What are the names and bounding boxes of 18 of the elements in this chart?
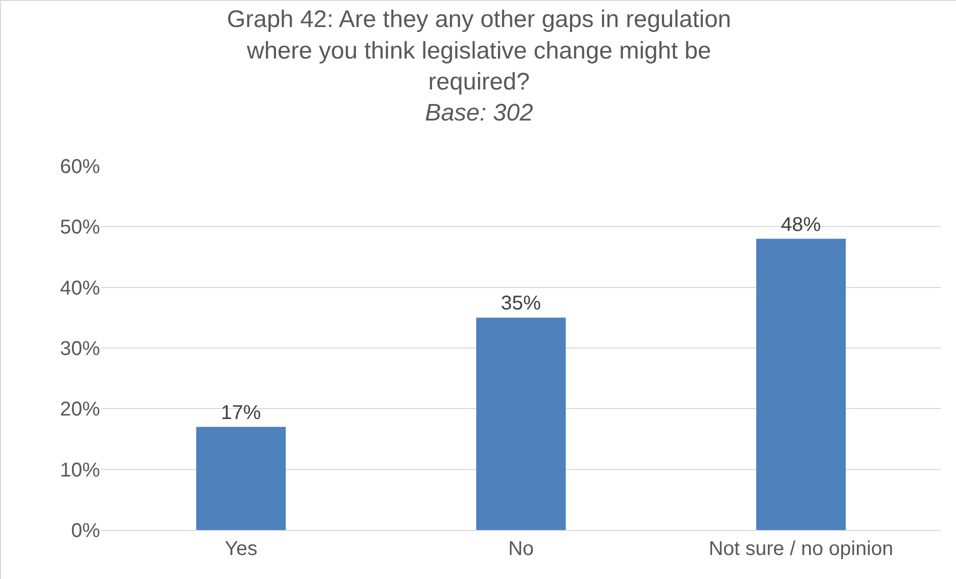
data-label: 17% [220, 402, 262, 424]
x-tick-label: Not sure / no opinion [708, 538, 894, 560]
chart-title: Graph 42: Are they any other gaps in regulation where you think legislative change might be required? [226, 6, 732, 96]
bar [476, 318, 566, 530]
x-tick-label: Yes [224, 538, 258, 560]
bar [756, 238, 846, 530]
data-label: 35% [500, 292, 542, 315]
x-tick-label: No [508, 538, 534, 560]
y-tick-label: 60% [60, 156, 100, 178]
y-tick-label: 20% [60, 398, 100, 421]
y-tick-label: 50% [60, 216, 100, 239]
bar [196, 426, 286, 530]
y-tick-label: 30% [60, 338, 100, 360]
y-tick-label: 10% [60, 459, 100, 482]
y-tick-label: 40% [60, 277, 100, 300]
y-tick-label: 0% [71, 520, 100, 542]
chart-subtitle: Base: 302 [424, 100, 534, 127]
data-label: 48% [780, 214, 822, 236]
